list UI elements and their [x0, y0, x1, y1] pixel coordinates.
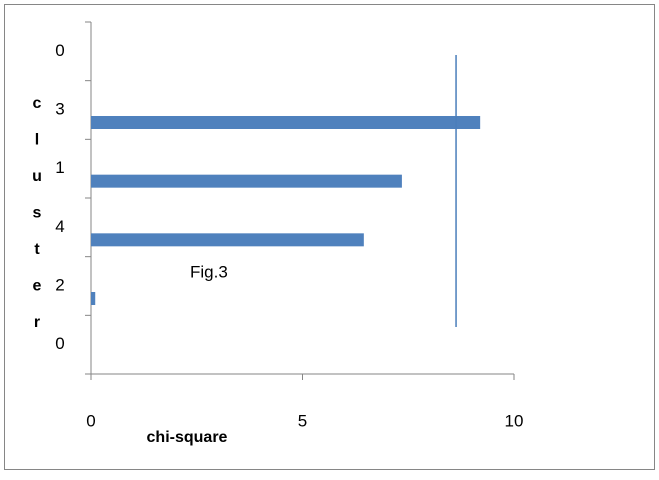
bar	[91, 116, 481, 129]
y-tick-label: 4	[55, 217, 64, 236]
x-axis-title: chi-square	[147, 429, 228, 446]
x-tick-label: 0	[86, 411, 95, 430]
y-tick-label: 0	[55, 334, 64, 353]
x-tick-label: 5	[298, 411, 307, 430]
bar	[91, 292, 96, 305]
x-tick-label: 10	[505, 411, 524, 430]
y-tick-label: 1	[55, 158, 64, 177]
y-tick-label: 2	[55, 275, 64, 294]
y-tick-label: 3	[55, 99, 64, 118]
y-tick-label: 0	[55, 41, 64, 60]
annotation: Fig.3	[190, 262, 228, 281]
bar	[91, 233, 364, 247]
bar	[91, 174, 402, 188]
